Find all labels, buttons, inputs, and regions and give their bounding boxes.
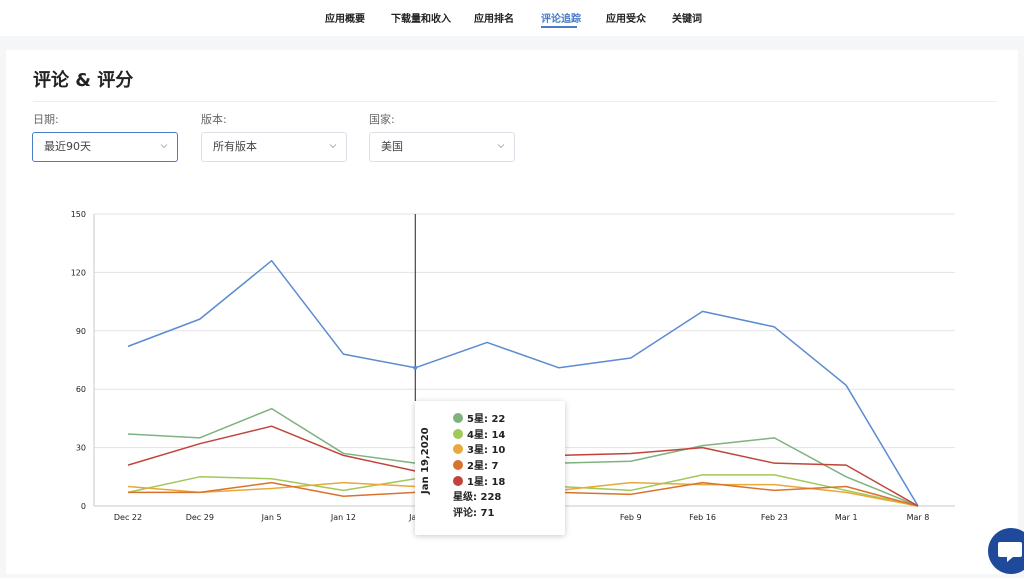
country-select-value: 美国 [381, 140, 403, 153]
chevron-down-icon [160, 144, 168, 149]
tooltip-row-5-star: 5星: 22 [453, 413, 505, 427]
x-tick-label: Jan 12 [330, 513, 356, 522]
legend-dot-icon [453, 476, 463, 486]
tab-keywords[interactable]: 关键词 [672, 14, 702, 25]
date-select[interactable]: 最近90天 [32, 132, 178, 162]
legend-dot-icon [453, 429, 463, 439]
y-tick-label: 60 [76, 385, 86, 394]
x-tick-label: Feb 16 [689, 513, 716, 522]
series-line-评论 [127, 259, 919, 507]
chevron-down-icon [329, 144, 337, 149]
x-tick-label: Jan [408, 513, 421, 522]
tooltip-row-3-star: 3星: 10 [453, 444, 505, 458]
title-divider [33, 101, 997, 102]
y-tick-label: 30 [76, 444, 86, 453]
country-filter-label: 国家: [369, 113, 395, 126]
page-title: 评论 & 评分 [33, 70, 134, 91]
y-tick-label: 150 [71, 210, 86, 219]
country-select[interactable]: 美国 [369, 132, 515, 162]
x-tick-label: Mar 8 [907, 513, 930, 522]
legend-dot-icon [453, 444, 463, 454]
tab-app-overview[interactable]: 应用概要 [325, 14, 365, 25]
y-tick-label: 0 [81, 502, 86, 511]
tooltip-date: Jan 19,2020 [420, 427, 431, 494]
x-tick-label: Feb 9 [620, 513, 642, 522]
chat-button[interactable] [988, 528, 1024, 574]
hover-point [413, 365, 418, 370]
tab-app-audience[interactable]: 应用受众 [606, 14, 646, 25]
tooltip-row-4-star: 4星: 14 [453, 429, 505, 443]
chat-bubble-icon [998, 542, 1022, 562]
tooltip-row-1-star: 1星: 18 [453, 476, 505, 490]
legend-dot-icon [453, 413, 463, 423]
version-filter-label: 版本: [201, 113, 227, 126]
x-tick-label: Feb 23 [761, 513, 788, 522]
tab-downloads-revenue[interactable]: 下载量和收入 [391, 14, 451, 25]
tab-review-tracking[interactable]: 评论追踪 [541, 14, 581, 25]
active-tab-indicator [541, 26, 577, 28]
legend-dot-icon [453, 460, 463, 470]
tab-app-ranking[interactable]: 应用排名 [474, 14, 514, 25]
x-tick-label: Jan 5 [261, 513, 282, 522]
version-select-value: 所有版本 [213, 140, 257, 153]
version-select[interactable]: 所有版本 [201, 132, 347, 162]
y-tick-label: 90 [76, 327, 86, 336]
top-navigation: 应用概要 下载量和收入 应用排名 评论追踪 应用受众 关键词 [0, 0, 1024, 36]
x-tick-label: Mar 1 [835, 513, 858, 522]
date-filter-label: 日期: [33, 113, 59, 126]
x-tick-label: Dec 29 [186, 513, 214, 522]
date-select-value: 最近90天 [44, 140, 91, 153]
tooltip-rating-total: 星级: 228 [453, 492, 502, 503]
chart-tooltip [415, 401, 565, 535]
x-tick-label: Dec 22 [114, 513, 142, 522]
y-tick-label: 120 [71, 268, 86, 277]
tooltip-row-2-star: 2星: 7 [453, 460, 498, 474]
chevron-down-icon [497, 144, 505, 149]
nav-tabs: 应用概要 下载量和收入 应用排名 评论追踪 应用受众 关键词 [0, 0, 1024, 36]
tooltip-review-count: 评论: 71 [453, 508, 495, 519]
